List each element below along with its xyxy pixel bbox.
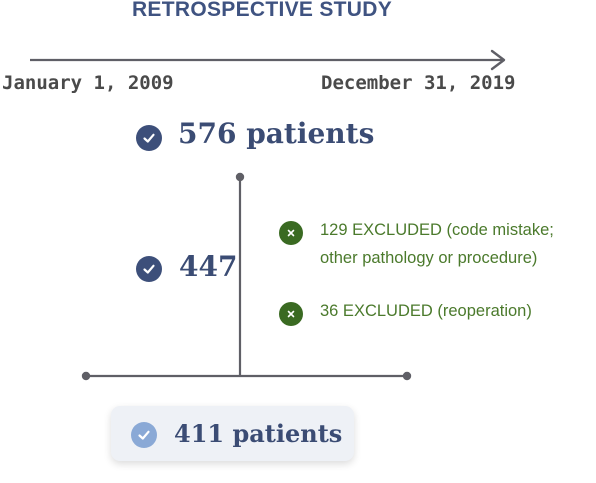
check-circle-icon (136, 125, 162, 151)
exclusion-line: 129 EXCLUDED (code mistake; (320, 221, 554, 239)
exclusion-code-mistake: 129 EXCLUDED (code mistake; other pathol… (320, 216, 554, 272)
timeline-arrowhead (490, 49, 506, 71)
timeline-start-date: January 1, 2009 (2, 72, 174, 94)
flow-base-left-dot (81, 371, 91, 381)
timeline-end-date: December 31, 2019 (321, 72, 516, 94)
flow-top-dot (235, 172, 245, 182)
flow-base-right-dot (402, 371, 412, 381)
check-circle-icon (131, 422, 157, 448)
check-circle-icon (136, 256, 162, 282)
exclusion-reoperation: 36 EXCLUDED (reoperation) (320, 297, 532, 325)
intermediate-patient-count: 447 (179, 250, 238, 283)
initial-patient-count: 576 patients (178, 117, 375, 150)
x-circle-icon (279, 302, 303, 326)
exclusion-line: other pathology or procedure) (320, 249, 538, 267)
final-patient-count: 411 patients (174, 419, 343, 448)
exclusion-line: 36 EXCLUDED (reoperation) (320, 302, 532, 320)
x-circle-icon (279, 221, 303, 245)
diagram-title: RETROSPECTIVE STUDY (131, 0, 393, 21)
